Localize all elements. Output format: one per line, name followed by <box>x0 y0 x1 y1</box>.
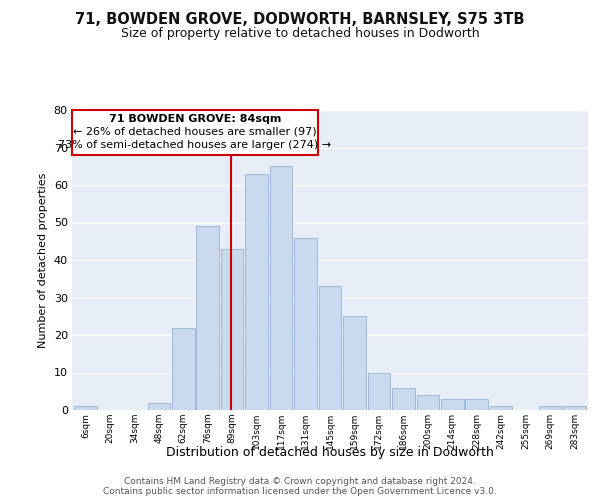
Text: 71, BOWDEN GROVE, DODWORTH, BARNSLEY, S75 3TB: 71, BOWDEN GROVE, DODWORTH, BARNSLEY, S7… <box>75 12 525 28</box>
FancyBboxPatch shape <box>72 110 318 155</box>
Text: Distribution of detached houses by size in Dodworth: Distribution of detached houses by size … <box>166 446 494 459</box>
Bar <box>245 174 268 410</box>
Bar <box>368 372 390 410</box>
Text: Contains public sector information licensed under the Open Government Licence v3: Contains public sector information licen… <box>103 488 497 496</box>
Text: Size of property relative to detached houses in Dodworth: Size of property relative to detached ho… <box>121 28 479 40</box>
Y-axis label: Number of detached properties: Number of detached properties <box>38 172 48 348</box>
Text: 71 BOWDEN GROVE: 84sqm: 71 BOWDEN GROVE: 84sqm <box>109 114 281 124</box>
Text: 73% of semi-detached houses are larger (274) →: 73% of semi-detached houses are larger (… <box>58 140 331 150</box>
Bar <box>319 286 341 410</box>
Bar <box>221 248 244 410</box>
Bar <box>466 399 488 410</box>
Bar <box>441 399 464 410</box>
Bar <box>196 226 219 410</box>
Bar <box>148 402 170 410</box>
Bar <box>490 406 512 410</box>
Bar <box>539 406 562 410</box>
Text: Contains HM Land Registry data © Crown copyright and database right 2024.: Contains HM Land Registry data © Crown c… <box>124 476 476 486</box>
Bar <box>74 406 97 410</box>
Bar <box>343 316 366 410</box>
Bar <box>270 166 292 410</box>
Bar <box>172 328 194 410</box>
Text: ← 26% of detached houses are smaller (97): ← 26% of detached houses are smaller (97… <box>73 127 317 137</box>
Bar <box>416 395 439 410</box>
Bar <box>563 406 586 410</box>
Bar <box>392 388 415 410</box>
Bar <box>294 238 317 410</box>
